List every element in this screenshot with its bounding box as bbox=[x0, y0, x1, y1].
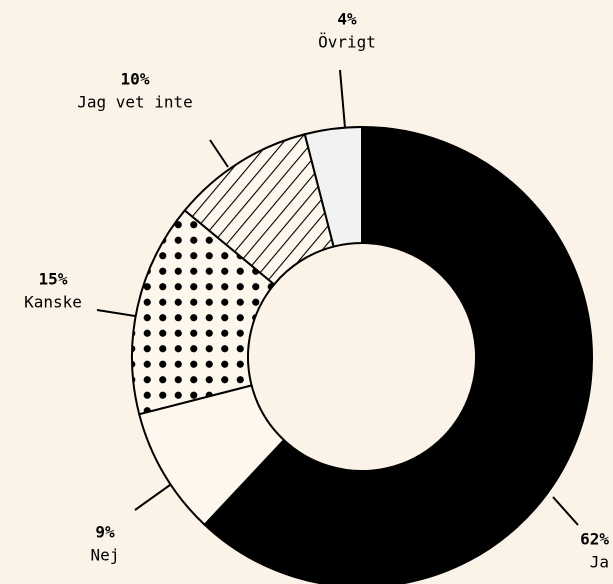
leader-line bbox=[339, 69, 346, 129]
leader-line bbox=[134, 484, 171, 511]
category-label: Jag vet inte bbox=[77, 93, 193, 112]
value-label: 15% bbox=[39, 270, 68, 289]
leader-line bbox=[96, 309, 136, 317]
category-label: Ja bbox=[590, 553, 609, 572]
value-label: 10% bbox=[121, 70, 150, 89]
value-label: 9% bbox=[95, 523, 115, 542]
category-label: Övrigt bbox=[318, 33, 376, 52]
slice bbox=[131, 208, 276, 416]
category-label: Nej bbox=[91, 546, 120, 565]
category-label: Kanske bbox=[24, 293, 82, 312]
leader-line bbox=[209, 139, 229, 168]
slice bbox=[203, 125, 593, 584]
value-label: 4% bbox=[337, 10, 357, 29]
slice bbox=[303, 125, 363, 248]
value-label: 62% bbox=[580, 530, 609, 549]
leader-line bbox=[552, 496, 579, 526]
